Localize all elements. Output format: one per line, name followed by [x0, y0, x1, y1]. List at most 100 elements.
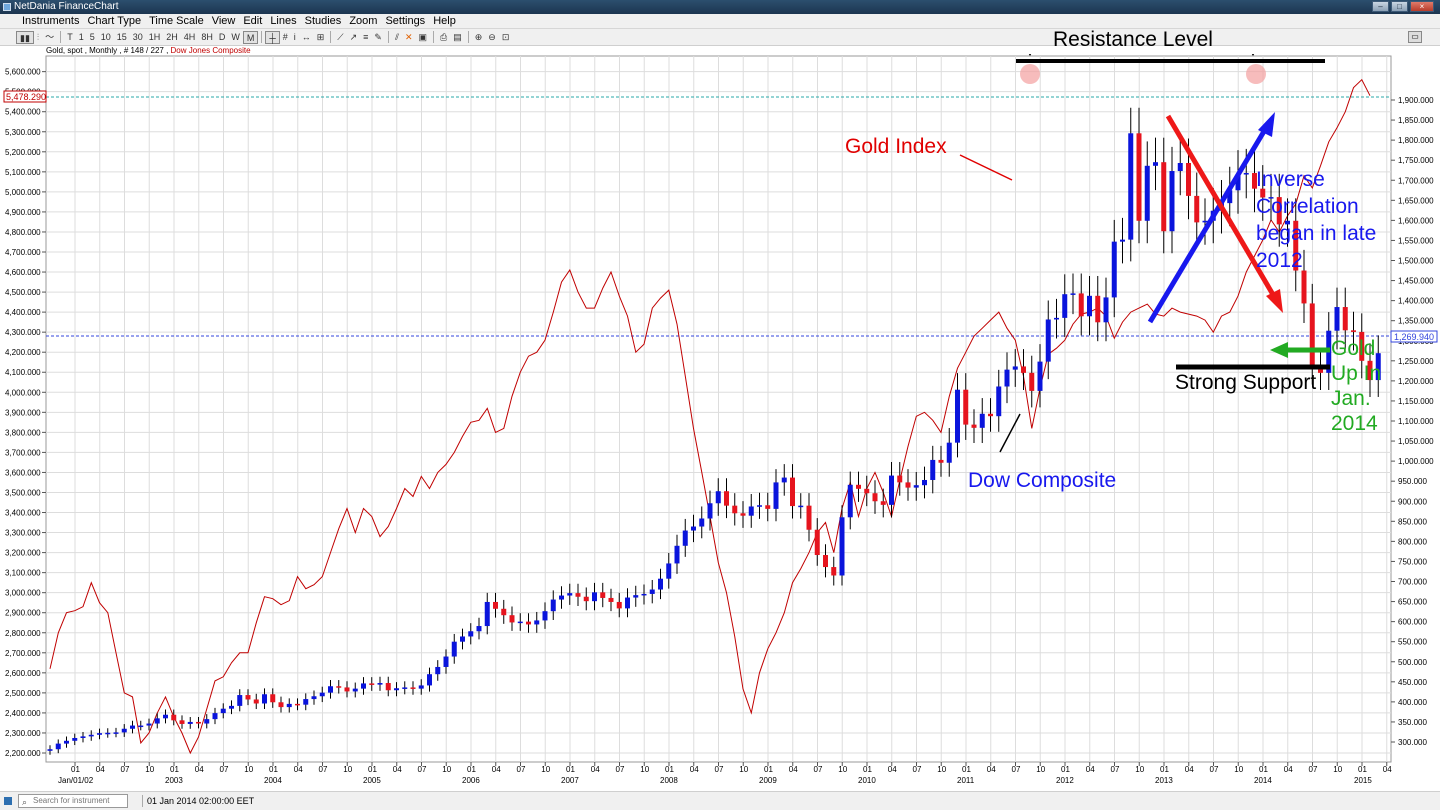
candle-up	[534, 620, 540, 625]
right-axis-label: 1,900.000	[1398, 96, 1434, 105]
left-axis-label: 5,400.000	[5, 108, 41, 117]
candle-up	[674, 545, 680, 564]
time-axis-label: 04	[294, 765, 303, 774]
crosshair-icon[interactable]: ┼	[265, 30, 280, 44]
candle-down	[971, 424, 977, 428]
right-axis-label: 450.000	[1398, 678, 1427, 687]
candle-down	[740, 513, 746, 516]
right-axis-label: 800.000	[1398, 537, 1427, 546]
grid-icon[interactable]: #	[282, 31, 288, 42]
menu-view[interactable]: View	[211, 15, 236, 27]
candle-up	[748, 506, 754, 516]
preview-icon[interactable]: ▤	[453, 31, 462, 42]
dow-composite-label: Dow Composite	[968, 469, 1117, 492]
print-icon[interactable]: ⎙	[440, 31, 448, 42]
inverse-correlation-label: Inverse Correlation began in late 2012	[1256, 166, 1376, 274]
time-axis-label: 07	[616, 765, 625, 774]
timeframe-d[interactable]: D	[218, 31, 226, 42]
left-axis-label: 4,200.000	[5, 348, 41, 357]
status-date: 01 Jan 2014 02:00:00 EET	[142, 795, 254, 807]
timeframe-10[interactable]: 10	[100, 31, 111, 42]
time-axis-label: 04	[96, 765, 105, 774]
candle-down	[245, 695, 251, 700]
inverse-correlation-arrow	[1147, 126, 1269, 324]
year-label: 2009	[759, 776, 777, 785]
timeframe-1h[interactable]: 1H	[148, 31, 161, 42]
chart-type-line-icon[interactable]: 〜	[45, 31, 55, 42]
candle-up	[1334, 307, 1340, 331]
time-axis-label: 01	[764, 765, 773, 774]
time-axis-label: 04	[888, 765, 897, 774]
price-chart[interactable]: 5,600.0005,500.0005,400.0005,300.0005,20…	[0, 54, 1440, 791]
chart-type-candle-icon[interactable]: ▮▮	[16, 30, 34, 44]
menu-help[interactable]: Help	[433, 15, 456, 27]
timeframe-t[interactable]: T	[67, 31, 73, 42]
candle-down	[1186, 162, 1191, 196]
timeframe-5[interactable]: 5	[89, 31, 95, 42]
minimize-button[interactable]: –	[1372, 1, 1389, 12]
left-axis-label: 4,800.000	[5, 228, 41, 237]
menu-zoom[interactable]: Zoom	[349, 15, 378, 27]
menu-studies[interactable]: Studies	[304, 15, 342, 27]
candle-up	[649, 589, 655, 594]
candle-down	[1309, 303, 1315, 368]
right-axis-label: 1,600.000	[1398, 216, 1434, 225]
trendline-icon[interactable]: ⟋	[337, 31, 344, 42]
dow-last-badge	[3, 90, 47, 103]
maximize-button[interactable]: □	[1391, 1, 1408, 12]
timeframe-4h[interactable]: 4H	[183, 31, 196, 42]
zoom-reset-icon[interactable]: ⊡	[501, 31, 510, 42]
left-axis-label: 4,600.000	[5, 268, 41, 277]
candle-down	[988, 413, 993, 417]
info-icon[interactable]: i	[293, 31, 296, 42]
candle-up	[484, 601, 490, 627]
menu-settings[interactable]: Settings	[385, 15, 426, 27]
left-axis-label: 2,300.000	[5, 729, 41, 738]
fibonacci-icon[interactable]: ≡	[363, 31, 369, 42]
timeframe-m[interactable]: M	[242, 30, 259, 44]
toolbar-divider	[387, 31, 389, 43]
gold-last-badge	[1390, 330, 1438, 343]
menu-lines[interactable]: Lines	[270, 15, 297, 27]
left-axis-label: 5,200.000	[5, 148, 41, 157]
menu-edit[interactable]: Edit	[243, 15, 263, 27]
ray-icon[interactable]: ↗	[349, 31, 358, 42]
chart-type-bar-icon[interactable]: ⫶	[36, 31, 40, 42]
timeframe-8h[interactable]: 8H	[201, 31, 213, 42]
right-axis-label: 950.000	[1398, 477, 1427, 486]
close-button[interactable]: ×	[1410, 1, 1434, 12]
candle-up	[1062, 294, 1068, 318]
instrument-search-input[interactable]: ⌕ Search for instrument	[18, 794, 128, 808]
candle-down	[278, 702, 284, 708]
time-axis-label: 04	[690, 765, 699, 774]
inverse-correlation-line: Correlation	[1256, 195, 1359, 218]
timeframe-30[interactable]: 30	[132, 31, 143, 42]
time-axis-label: 07	[1210, 765, 1219, 774]
pencil-icon[interactable]: ✎	[374, 31, 382, 42]
panel-toggle-icon[interactable]: ▭	[1408, 31, 1422, 43]
timeframe-1[interactable]: 1	[78, 31, 84, 42]
menu-time-scale[interactable]: Time Scale	[149, 15, 204, 27]
candle-up	[666, 563, 672, 579]
menu-instruments[interactable]: Instruments	[22, 15, 80, 27]
candle-down	[509, 615, 515, 623]
timeframe-15[interactable]: 15	[116, 31, 127, 42]
right-axis-label: 1,150.000	[1398, 397, 1434, 406]
instrument-info: Gold, spot , Monthly , # 148 / 227 , Dow…	[46, 46, 251, 55]
scroll-icon[interactable]: ↔	[301, 31, 311, 42]
candle-up	[1177, 162, 1183, 172]
timeframe-w[interactable]: W	[231, 31, 240, 42]
zoom-in-icon[interactable]: ⊕	[474, 31, 483, 42]
timeframe-2h[interactable]: 2H	[166, 31, 178, 42]
line-style-icon[interactable]: ⫽	[394, 31, 399, 42]
snap-icon[interactable]: ▣	[418, 31, 428, 42]
left-axis-label: 5,300.000	[5, 128, 41, 137]
candle-down	[831, 567, 837, 576]
candle-up	[1103, 297, 1109, 323]
candle-up	[163, 714, 168, 719]
menu-chart-type[interactable]: Chart Type	[87, 15, 142, 27]
delete-lines-icon[interactable]: ✕	[404, 31, 413, 42]
candle-up	[1202, 220, 1208, 223]
volume-icon[interactable]: ⊞	[316, 31, 325, 42]
zoom-out-icon[interactable]: ⊖	[488, 31, 496, 42]
